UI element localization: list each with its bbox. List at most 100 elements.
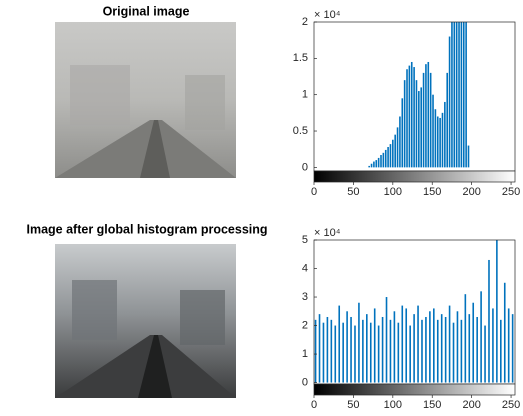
bar (331, 320, 333, 383)
bar (444, 102, 446, 167)
bar (401, 306, 403, 383)
bar (458, 0, 460, 167)
image-title: Image after global histogram processing (26, 222, 267, 236)
bar (430, 73, 432, 167)
x-tick-label: 0 (311, 399, 317, 411)
bar (382, 317, 384, 383)
bar (500, 320, 502, 383)
bar (354, 326, 356, 383)
y-tick-label: 1 (302, 89, 308, 101)
equalized-image (55, 244, 236, 398)
bar (456, 0, 458, 167)
bar (319, 314, 321, 382)
bar (420, 87, 422, 167)
bar (449, 306, 451, 383)
bar (387, 147, 389, 167)
x-tick-label: 50 (347, 186, 359, 198)
bar (394, 135, 396, 168)
bar (350, 317, 352, 383)
bar (401, 98, 403, 167)
x-tick-label: 100 (384, 399, 402, 411)
y-tick-label: 0 (302, 161, 308, 173)
bar (465, 294, 467, 382)
bar (416, 80, 418, 167)
bar (394, 311, 396, 382)
bar (429, 311, 431, 382)
bar (504, 283, 506, 383)
bar (327, 317, 329, 383)
bar (508, 308, 510, 382)
bar (315, 320, 317, 383)
bar (411, 62, 413, 167)
bar (378, 326, 380, 383)
bar (368, 166, 370, 167)
bar (468, 314, 470, 382)
bar (386, 297, 388, 383)
bar (465, 7, 467, 167)
bar (371, 164, 373, 168)
bar (404, 80, 406, 167)
bar (358, 303, 360, 383)
bar (453, 323, 455, 383)
bar (472, 303, 474, 383)
bar (413, 67, 415, 167)
bar (445, 317, 447, 383)
bar (406, 69, 408, 167)
bar (338, 306, 340, 383)
bar (383, 153, 385, 168)
bar (492, 308, 494, 382)
bar (461, 320, 463, 383)
bar (476, 317, 478, 383)
bar (413, 314, 415, 382)
bar (334, 326, 336, 383)
bar (441, 314, 443, 382)
x-tick-label: 250 (502, 186, 520, 198)
bar (362, 320, 364, 383)
x-tick-label: 250 (502, 399, 520, 411)
bar (370, 323, 372, 383)
bar (442, 113, 444, 168)
bar (390, 144, 392, 167)
y-tick-label: 3 (302, 291, 308, 303)
bar (437, 320, 439, 383)
figure: Original image Image after global histog… (0, 0, 523, 416)
bar (468, 146, 470, 168)
bar (496, 240, 498, 383)
x-tick-label: 150 (423, 399, 441, 411)
bar (449, 37, 451, 168)
bar (512, 314, 514, 382)
bar (461, 0, 463, 167)
bar (425, 317, 427, 383)
bar (398, 323, 400, 383)
colorbar (314, 384, 515, 395)
bar (366, 314, 368, 382)
bar (378, 158, 380, 167)
y-tick-label: 0.5 (293, 125, 308, 137)
bar (433, 308, 435, 382)
bar (409, 66, 411, 168)
y-tick-label: 5 (302, 234, 308, 246)
bar (446, 73, 448, 167)
original-image (55, 22, 236, 178)
colorbar (314, 171, 515, 182)
bar (375, 160, 377, 167)
bar (439, 118, 441, 167)
bar (418, 91, 420, 167)
bar (457, 311, 459, 382)
x-tick-label: 0 (311, 186, 317, 198)
x-tick-label: 50 (347, 399, 359, 411)
bar (374, 308, 376, 382)
image-title: Original image (103, 4, 190, 18)
bar (392, 140, 394, 168)
x-tick-label: 100 (384, 186, 402, 198)
y-tick-label: 1 (302, 348, 308, 360)
bar (427, 62, 429, 167)
bar (463, 0, 465, 167)
bar (409, 326, 411, 383)
y-tick-label: 4 (302, 262, 308, 274)
bar (454, 0, 456, 167)
bar (432, 95, 434, 168)
y-tick-label: 1.5 (293, 52, 308, 64)
bar (323, 323, 325, 383)
bar (346, 311, 348, 382)
